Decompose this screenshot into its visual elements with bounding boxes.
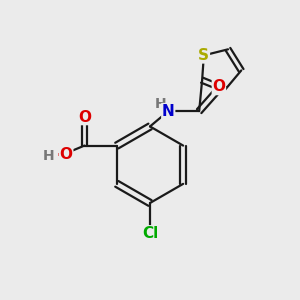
Text: O: O: [60, 147, 73, 162]
Text: O: O: [212, 80, 225, 94]
Text: Cl: Cl: [142, 226, 158, 241]
Text: O: O: [78, 110, 91, 124]
Text: H: H: [155, 97, 167, 111]
Text: N: N: [162, 103, 175, 118]
Text: ·: ·: [56, 148, 62, 164]
Text: S: S: [198, 48, 209, 63]
Text: H: H: [43, 149, 54, 163]
